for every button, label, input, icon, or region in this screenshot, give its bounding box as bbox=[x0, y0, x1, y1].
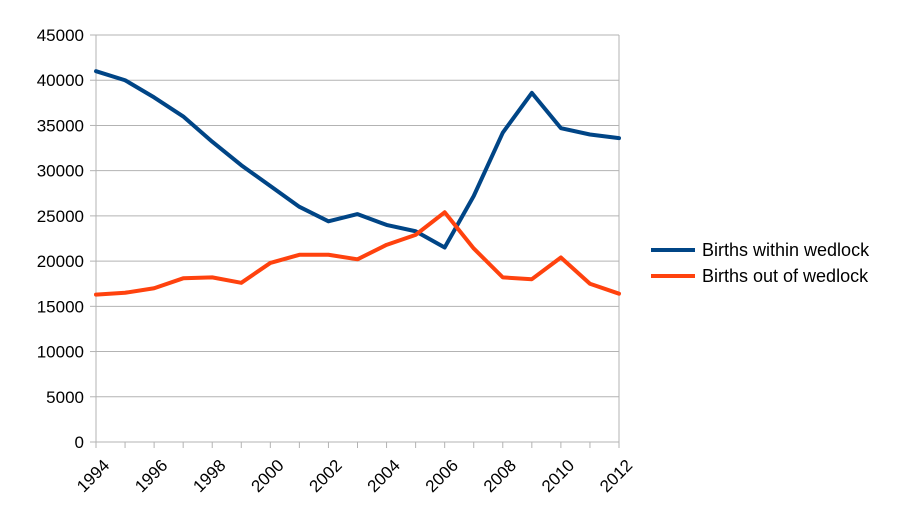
data-point bbox=[443, 246, 447, 250]
y-tick-label: 0 bbox=[75, 433, 84, 452]
series-line-within-wedlock bbox=[94, 69, 621, 250]
data-point bbox=[268, 184, 272, 188]
x-tick-label: 1994 bbox=[73, 456, 113, 496]
x-tick-label: 2004 bbox=[364, 456, 404, 496]
data-point bbox=[326, 219, 330, 223]
data-point bbox=[617, 292, 621, 296]
data-point bbox=[472, 194, 476, 198]
x-tick-label: 2002 bbox=[306, 456, 346, 496]
data-point bbox=[239, 163, 243, 167]
y-tick-label: 20000 bbox=[37, 252, 84, 271]
data-point bbox=[94, 69, 98, 73]
data-point bbox=[152, 95, 156, 99]
x-tick-label: 2000 bbox=[247, 456, 287, 496]
legend-label: Births out of wedlock bbox=[702, 266, 869, 286]
data-point bbox=[559, 126, 563, 130]
x-tick-label: 2006 bbox=[422, 456, 462, 496]
data-point bbox=[123, 78, 127, 82]
data-point bbox=[356, 257, 359, 261]
legend-label: Births within wedlock bbox=[702, 240, 870, 260]
data-point bbox=[94, 293, 98, 297]
data-point bbox=[297, 205, 301, 209]
y-tick-label: 45000 bbox=[37, 26, 84, 45]
data-point bbox=[152, 286, 156, 290]
data-point bbox=[181, 114, 185, 118]
data-point bbox=[443, 210, 447, 214]
data-point bbox=[356, 212, 359, 216]
legend: Births within wedlock Births out of wedlo… bbox=[651, 240, 870, 286]
axes bbox=[90, 34, 620, 448]
data-point bbox=[326, 253, 330, 257]
data-point bbox=[239, 281, 243, 285]
data-point bbox=[385, 243, 389, 247]
x-tick-label: 2008 bbox=[480, 456, 520, 496]
data-point bbox=[297, 253, 301, 257]
data-point bbox=[588, 282, 592, 286]
data-point bbox=[530, 91, 534, 95]
data-point bbox=[385, 223, 389, 227]
y-tick-label: 40000 bbox=[37, 71, 84, 90]
x-tick-label: 1998 bbox=[189, 456, 229, 496]
data-point bbox=[617, 136, 621, 140]
data-point bbox=[268, 261, 272, 265]
data-point bbox=[501, 275, 505, 279]
data-point bbox=[559, 255, 563, 259]
data-point bbox=[472, 246, 476, 250]
x-tick-label: 2010 bbox=[538, 456, 578, 496]
y-tick-label: 15000 bbox=[37, 297, 84, 316]
x-tick-label: 2012 bbox=[596, 456, 636, 496]
x-tick-label: 1996 bbox=[131, 456, 171, 496]
data-point bbox=[181, 276, 185, 280]
y-tick-label: 35000 bbox=[37, 116, 84, 135]
data-point bbox=[123, 291, 127, 295]
data-point bbox=[414, 233, 418, 237]
y-tick-label: 30000 bbox=[37, 162, 84, 181]
data-point bbox=[210, 140, 214, 144]
data-point bbox=[210, 275, 214, 279]
series-line-out-of-wedlock bbox=[94, 210, 621, 297]
y-tick-label: 25000 bbox=[37, 207, 84, 226]
data-point bbox=[588, 132, 592, 136]
series-lines bbox=[94, 69, 621, 297]
data-point bbox=[530, 277, 534, 281]
data-point bbox=[501, 131, 505, 135]
y-tick-label: 5000 bbox=[46, 388, 84, 407]
y-tick-label: 10000 bbox=[37, 343, 84, 362]
